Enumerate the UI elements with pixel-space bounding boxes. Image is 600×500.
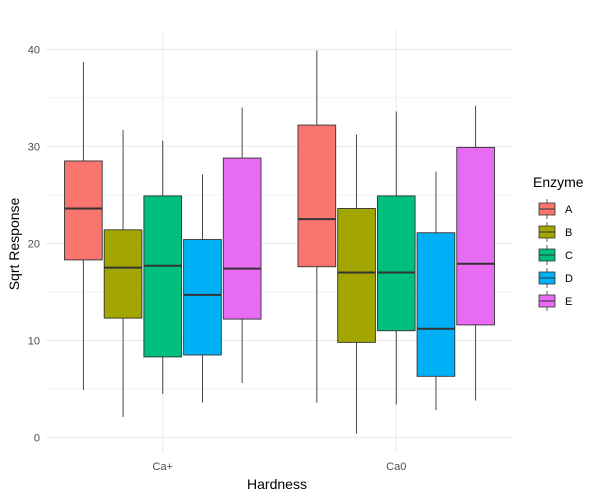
legend-label: E (565, 296, 572, 308)
box-body (456, 146, 495, 326)
box-B-Ca0 (337, 134, 376, 434)
boxes (64, 50, 495, 434)
legend-item-A: A (538, 199, 573, 219)
box-body (103, 229, 143, 319)
x-tick-label: Ca0 (386, 461, 406, 473)
legend-label: A (565, 204, 573, 216)
box-C-Ca0 (376, 111, 416, 405)
box-A-Ca+ (64, 62, 103, 390)
y-tick-label: 20 (28, 238, 40, 250)
box-D-Ca0 (416, 171, 456, 411)
x-axis-ticks: Ca+ Ca0 (153, 461, 407, 473)
legend-label: C (565, 250, 573, 262)
x-tick-label: Ca+ (153, 461, 174, 473)
box-E-Ca+ (222, 107, 262, 384)
legend-label: B (565, 227, 572, 239)
box-E-Ca0 (456, 105, 495, 401)
box-A-Ca0 (297, 50, 337, 403)
box-D-Ca+ (183, 174, 222, 403)
box-C-Ca+ (143, 140, 183, 394)
legend-label: D (565, 273, 573, 285)
legend-item-E: E (538, 291, 572, 311)
box-body (64, 160, 103, 261)
y-tick-label: 40 (28, 44, 40, 56)
y-axis-ticks: 0 10 20 30 40 (28, 44, 40, 444)
y-tick-label: 30 (28, 141, 40, 153)
y-axis-title: Sqrt Response (6, 197, 22, 290)
box-body (183, 239, 222, 356)
y-tick-label: 10 (28, 335, 40, 347)
box-body (416, 232, 456, 377)
box-body (297, 124, 337, 268)
x-axis-title: Hardness (247, 476, 307, 492)
box-body (337, 208, 376, 343)
legend-item-C: C (538, 245, 573, 265)
y-tick-label: 0 (34, 432, 40, 444)
box-body (143, 195, 183, 358)
legend-item-B: B (538, 222, 572, 242)
box-body (376, 195, 416, 332)
legend-title: Enzyme (533, 174, 584, 190)
box-body (222, 157, 262, 320)
legend-item-D: D (538, 268, 573, 288)
box-B-Ca+ (103, 129, 143, 418)
